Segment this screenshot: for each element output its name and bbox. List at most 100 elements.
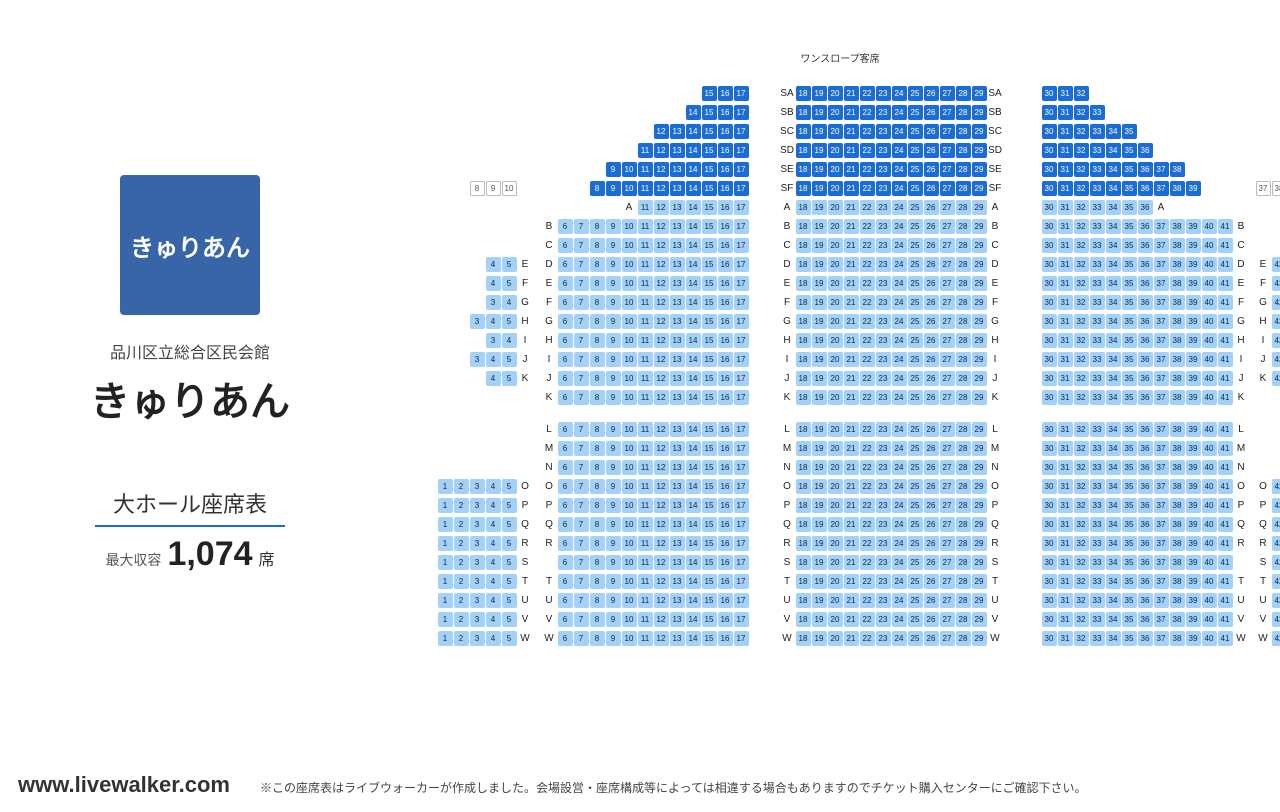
seat: 4 — [486, 555, 501, 570]
seat: 19 — [812, 631, 827, 646]
seat: 8 — [590, 498, 605, 513]
seat: 30 — [1042, 162, 1057, 177]
seat: 15 — [702, 498, 717, 513]
seat: 11 — [638, 162, 653, 177]
seat: 22 — [860, 422, 875, 437]
seat: 16 — [718, 498, 733, 513]
seat: 26 — [924, 517, 939, 532]
seat: 15 — [702, 612, 717, 627]
seat: 37 — [1154, 441, 1169, 456]
seat: 28 — [956, 314, 971, 329]
seat: 12 — [654, 390, 669, 405]
seat: 13 — [670, 574, 685, 589]
seat: 18 — [796, 333, 811, 348]
row-far-left: 12345O — [437, 477, 533, 495]
seat: 20 — [828, 555, 843, 570]
seat: 18 — [796, 390, 811, 405]
seat: 27 — [940, 498, 955, 513]
seat: 10 — [622, 555, 637, 570]
row-left: V67891011121314151617 — [541, 610, 749, 628]
row-label: I — [987, 354, 1003, 365]
row-right: 303132333435363738394041W — [1041, 629, 1249, 647]
seat: 30 — [1042, 314, 1057, 329]
seat: 20 — [828, 498, 843, 513]
row-label: M — [1233, 443, 1249, 454]
seat: 11 — [638, 276, 653, 291]
row-label: H — [779, 335, 795, 346]
seat: 35 — [1122, 422, 1137, 437]
seat: 20 — [828, 333, 843, 348]
seat: 21 — [844, 162, 859, 177]
seat: 24 — [892, 498, 907, 513]
seat: 25 — [908, 238, 923, 253]
seat: 28 — [956, 517, 971, 532]
row-label: F — [779, 297, 795, 308]
seat: 31 — [1058, 295, 1073, 310]
row-left: U67891011121314151617 — [541, 591, 749, 609]
seat: 22 — [860, 314, 875, 329]
seat: 24 — [892, 390, 907, 405]
row-right: 303132333435363738394041C — [1041, 236, 1249, 254]
seat: 21 — [844, 86, 859, 101]
seat: 22 — [860, 124, 875, 139]
row-far-left: 12345R — [437, 534, 533, 552]
seat: 1 — [438, 517, 453, 532]
seat: 24 — [892, 352, 907, 367]
seat: 27 — [940, 181, 955, 196]
seat: 40 — [1202, 371, 1217, 386]
seat: 29 — [972, 333, 987, 348]
row-far-right: V4243444546 — [1255, 610, 1280, 628]
seat: 13 — [670, 612, 685, 627]
seat: 15 — [702, 86, 717, 101]
row-far-left: 45K — [485, 369, 533, 387]
row-label: B — [779, 221, 795, 232]
seat: 1 — [438, 479, 453, 494]
row-label: K — [1255, 373, 1271, 384]
seat: 15 — [702, 574, 717, 589]
seat: 36 — [1138, 422, 1153, 437]
seat: 11 — [638, 143, 653, 158]
row-center: K181920212223242526272829K — [779, 388, 1003, 406]
row-center: F181920212223242526272829F — [779, 293, 1003, 311]
seat: 27 — [940, 238, 955, 253]
seat: 38 — [1170, 257, 1185, 272]
row-label: I — [517, 335, 533, 346]
seat: 37 — [1154, 498, 1169, 513]
seat: 32 — [1074, 536, 1089, 551]
seat: 42 — [1272, 498, 1280, 513]
row-right: 303132333435363738394041B — [1041, 217, 1249, 235]
seat: 1 — [438, 555, 453, 570]
seat: 24 — [892, 441, 907, 456]
seat: 30 — [1042, 219, 1057, 234]
seat: 41 — [1218, 593, 1233, 608]
row-far-left: 12345V — [437, 610, 533, 628]
row-right: 303132333435363738394041V — [1041, 610, 1249, 628]
seat: 20 — [828, 200, 843, 215]
seat: 11 — [638, 314, 653, 329]
row-label: SF — [779, 183, 795, 194]
seat: 31 — [1058, 536, 1073, 551]
seat: 26 — [924, 422, 939, 437]
seat: 19 — [812, 181, 827, 196]
row-label: Q — [1255, 519, 1271, 530]
seat: 8 — [590, 612, 605, 627]
seat: 40 — [1202, 333, 1217, 348]
seat: 13 — [670, 536, 685, 551]
seat: 4 — [486, 536, 501, 551]
seat: 27 — [940, 517, 955, 532]
seat: 9 — [606, 257, 621, 272]
seat: 22 — [860, 498, 875, 513]
seat: 23 — [876, 333, 891, 348]
seat: 7 — [574, 574, 589, 589]
row-label: J — [517, 354, 533, 365]
seat: 26 — [924, 390, 939, 405]
seat: 23 — [876, 314, 891, 329]
seat: 19 — [812, 517, 827, 532]
seat: 16 — [718, 555, 733, 570]
row-far-left: 12345U — [437, 591, 533, 609]
seat: 17 — [734, 295, 749, 310]
seat: 42 — [1272, 333, 1280, 348]
row-label: H — [1233, 335, 1249, 346]
row-far-right: U4243444546 — [1255, 591, 1280, 609]
seat: 31 — [1058, 555, 1073, 570]
